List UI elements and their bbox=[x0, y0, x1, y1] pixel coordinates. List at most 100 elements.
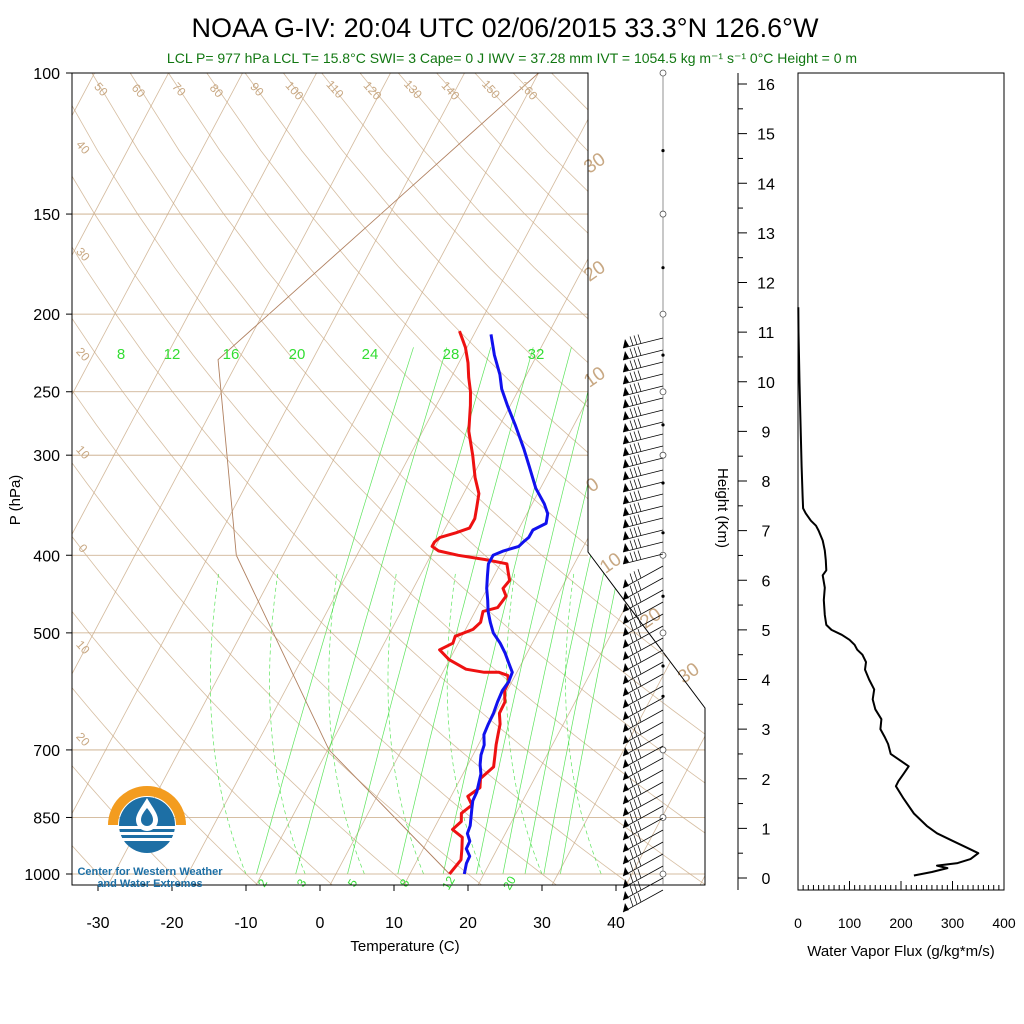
mixing-ratio-line bbox=[442, 347, 572, 875]
wind-barb-shaft bbox=[622, 601, 664, 625]
height-tick-label: 7 bbox=[762, 524, 771, 541]
wind-barb-feather bbox=[633, 895, 638, 905]
wind-barb-feather bbox=[637, 880, 642, 891]
wind-barb-feather bbox=[637, 688, 642, 699]
dry-adiabat-line bbox=[551, 73, 705, 885]
wind-barb-shaft bbox=[622, 793, 664, 817]
wind-barb-flag bbox=[623, 699, 629, 708]
wind-barb-flag bbox=[623, 423, 629, 432]
wind-barb-feather bbox=[629, 777, 634, 787]
wind-barb-flag bbox=[623, 627, 629, 636]
wind-barb-feather bbox=[633, 619, 638, 629]
wind-barb-feather bbox=[637, 568, 642, 579]
dry-adiabat-line bbox=[129, 73, 705, 885]
mixing-ratio-top-label: 32 bbox=[528, 346, 545, 363]
wind-barb-shaft bbox=[622, 649, 664, 673]
wind-barb-feather bbox=[637, 748, 642, 759]
wind-barb-flag bbox=[623, 531, 629, 540]
wind-barb-feather bbox=[637, 772, 642, 783]
wind-barb-flag bbox=[623, 399, 629, 408]
wind-barb-shaft bbox=[622, 721, 664, 745]
dry-adiabat-line bbox=[206, 73, 705, 885]
isotherm-line bbox=[245, 73, 687, 885]
moist-adiabat-line bbox=[387, 572, 424, 875]
wind-barb-feather bbox=[633, 859, 638, 869]
wind-barb-feather bbox=[629, 669, 634, 679]
wind-barb-feather bbox=[637, 454, 642, 464]
mixing-ratio-line bbox=[295, 347, 448, 875]
wind-barb-feather bbox=[633, 371, 638, 381]
isotherm-label: 50 bbox=[91, 80, 111, 100]
wind-barb-feather bbox=[637, 382, 642, 392]
skew-t-background-lines: 50 60 70 80 90 100 110 120 130 140 150 160403020100… bbox=[72, 73, 705, 892]
wind-barb-feather bbox=[637, 628, 642, 639]
wind-barb-feather bbox=[629, 552, 634, 562]
theta-label: 10 bbox=[580, 363, 609, 392]
wind-barb-flag bbox=[623, 891, 629, 900]
wind-barb-feather bbox=[637, 418, 642, 428]
wind-barb-feather bbox=[629, 873, 634, 883]
flux-profile-line bbox=[797, 307, 980, 877]
wind-dot bbox=[661, 531, 665, 535]
wind-dot bbox=[661, 149, 665, 153]
wind-barb-feather bbox=[637, 580, 642, 591]
wind-barb-flag bbox=[623, 495, 629, 504]
isotherm-line bbox=[72, 73, 243, 885]
height-tick-label: 3 bbox=[762, 722, 771, 739]
isotherm-label: 80 bbox=[207, 81, 227, 101]
wind-barb-flag bbox=[623, 471, 629, 480]
wind-barb-feather bbox=[637, 736, 642, 747]
wind-barb-feather bbox=[629, 384, 634, 394]
wind-barb-feather bbox=[629, 837, 634, 847]
wind-barb-feather bbox=[633, 751, 638, 761]
theta-label: 20 bbox=[580, 257, 609, 286]
isotherm-line bbox=[72, 73, 169, 885]
wind-barb-flag bbox=[623, 723, 629, 732]
wind-barb-feather bbox=[629, 420, 634, 430]
dry-adiabat-line bbox=[359, 73, 705, 885]
y-axis-label: P (hPa) bbox=[7, 475, 24, 526]
dry-adiabat-line bbox=[91, 73, 705, 885]
wind-barb-shaft bbox=[622, 865, 664, 889]
height-tick-label: 10 bbox=[757, 375, 775, 392]
wind-barb-feather bbox=[633, 419, 638, 429]
height-tick-label: 12 bbox=[757, 276, 775, 293]
dry-adiabat-line bbox=[72, 73, 705, 885]
theta-label: 30 bbox=[580, 149, 609, 178]
mixing-ratio-top-label: 12 bbox=[164, 346, 181, 363]
isotherm-label: 70 bbox=[169, 80, 189, 100]
wind-barb-feather bbox=[633, 631, 638, 641]
wind-barb-feather bbox=[633, 667, 638, 677]
wind-barb-feather bbox=[629, 348, 634, 358]
dry-adiabat-line bbox=[72, 73, 565, 885]
height-tick-label: 0 bbox=[762, 871, 771, 888]
wind-barb-feather bbox=[629, 468, 634, 478]
wind-barb-shaft bbox=[622, 361, 664, 373]
x-tick-label: -30 bbox=[86, 915, 109, 932]
mixing-ratio-bottom-label: 20 bbox=[500, 873, 519, 892]
x-tick-label: 10 bbox=[385, 915, 403, 932]
mixing-ratio-top-label: 20 bbox=[289, 346, 306, 363]
isotherm-label: 120 bbox=[361, 79, 385, 103]
wind-barb-feather bbox=[633, 691, 638, 701]
isotherm-line bbox=[72, 73, 465, 885]
wind-barb-feather bbox=[637, 784, 642, 795]
wind-barb-feather bbox=[629, 729, 634, 739]
wind-barb-feather bbox=[629, 336, 634, 346]
wind-barb-flag bbox=[623, 867, 629, 876]
wind-barb-feather bbox=[637, 430, 642, 440]
moist-adiabat-line bbox=[210, 572, 247, 875]
mixing-ratio-line bbox=[476, 347, 600, 875]
wind-barb-feather bbox=[629, 645, 634, 655]
wind-barb-flag bbox=[623, 819, 629, 828]
y-tick-label: 500 bbox=[33, 626, 60, 643]
wind-barb-feather bbox=[633, 335, 638, 345]
wind-barb-feather bbox=[637, 832, 642, 843]
wind-barb-flag bbox=[623, 687, 629, 696]
logo-caption: Center for Western Weather and Water Ext… bbox=[70, 866, 230, 890]
wind-barb-feather bbox=[629, 504, 634, 514]
wind-barb-shaft bbox=[622, 541, 664, 553]
wind-barb-feather bbox=[629, 789, 634, 799]
height-tick-label: 8 bbox=[762, 474, 771, 491]
